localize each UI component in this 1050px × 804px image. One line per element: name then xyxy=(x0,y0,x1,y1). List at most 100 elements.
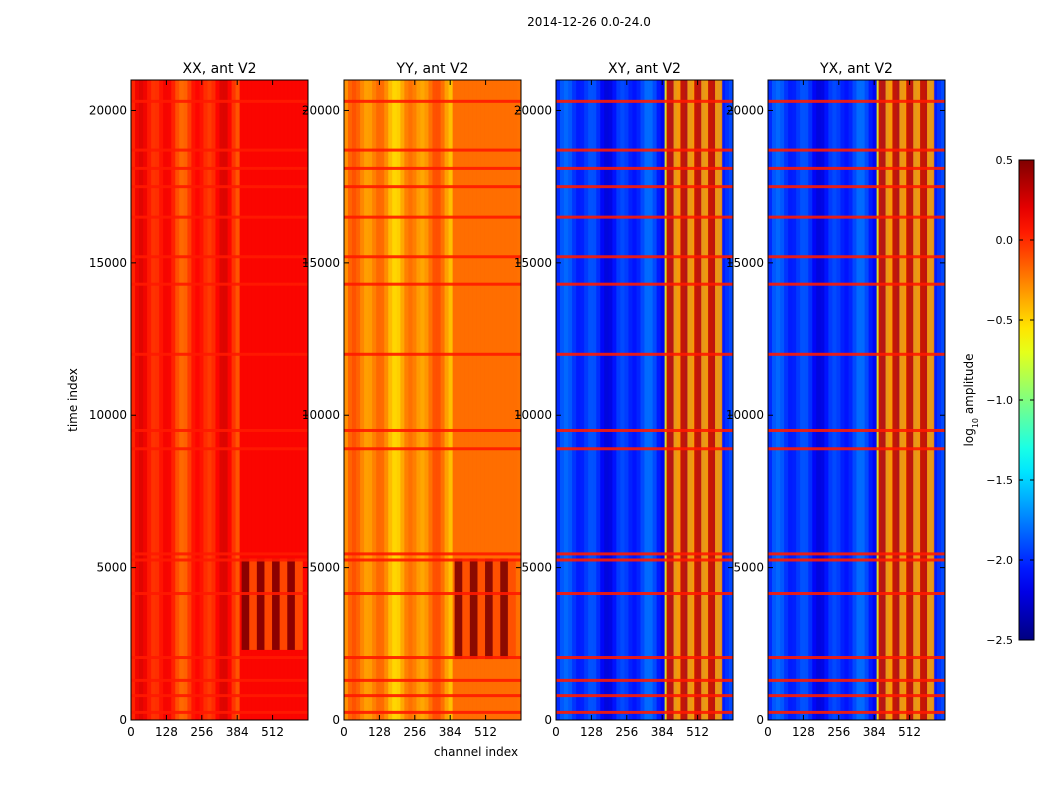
panel-title: YY, ant V2 xyxy=(396,61,469,77)
time-stripe xyxy=(131,428,308,432)
channel-column xyxy=(195,80,200,720)
bright-band-cell xyxy=(708,80,716,720)
y-tick-label: 10000 xyxy=(514,408,552,422)
channel-column xyxy=(796,80,801,720)
channel-column xyxy=(243,80,248,720)
channel-column xyxy=(155,80,160,720)
x-tick-label: 384 xyxy=(226,725,249,739)
colorbar-tick-label: −1.5 xyxy=(986,474,1013,487)
time-stripe xyxy=(344,428,521,432)
time-stripe xyxy=(344,255,521,259)
channel-column xyxy=(476,80,482,720)
bright-band-cell xyxy=(264,558,273,650)
channel-column xyxy=(167,80,172,720)
panel-4: YX, ant V2 0 128 256 384 512 0 5000 10000 15000 20… xyxy=(726,61,946,739)
channel-column xyxy=(436,80,441,720)
bright-band-cell xyxy=(906,80,914,720)
x-tick-label: 0 xyxy=(764,725,772,739)
y-tick-label: 20000 xyxy=(726,103,764,117)
time-stripe xyxy=(768,694,945,698)
x-tick-label: 384 xyxy=(651,725,674,739)
bright-band-cell xyxy=(892,80,900,720)
channel-column xyxy=(420,80,425,720)
y-tick-label: 5000 xyxy=(96,561,127,575)
time-stripe xyxy=(556,710,733,714)
time-stripe xyxy=(131,447,308,451)
y-tick-label: 20000 xyxy=(89,103,127,117)
channel-column xyxy=(800,80,805,720)
channel-column xyxy=(348,80,353,720)
channel-column xyxy=(852,80,857,720)
time-stripe xyxy=(768,282,945,286)
channel-column xyxy=(592,80,597,720)
channel-column xyxy=(408,80,413,720)
channel-column xyxy=(147,80,152,720)
channel-column xyxy=(376,80,381,720)
channel-column xyxy=(227,80,232,720)
bright-band-cell xyxy=(885,80,893,720)
channel-column xyxy=(456,80,461,720)
time-stripe xyxy=(131,592,308,596)
time-stripe xyxy=(556,282,733,286)
time-stripe xyxy=(344,282,521,286)
time-stripe xyxy=(344,678,521,682)
channel-column xyxy=(364,80,369,720)
channel-column xyxy=(516,80,522,720)
bright-band-cell xyxy=(680,80,688,720)
channel-column xyxy=(223,80,228,720)
channel-column xyxy=(207,80,212,720)
x-tick-label: 0 xyxy=(552,725,560,739)
channel-column xyxy=(784,80,789,720)
x-tick-label: 128 xyxy=(580,725,603,739)
channel-column xyxy=(772,80,777,720)
time-stripe xyxy=(131,552,308,556)
channel-column xyxy=(648,80,653,720)
channel-column xyxy=(656,80,661,720)
channel-column xyxy=(652,80,657,720)
channel-column xyxy=(828,80,833,720)
figure-suptitle: 2014-12-26 0.0-24.0 xyxy=(527,15,651,29)
channel-column xyxy=(872,80,877,720)
channel-column xyxy=(484,80,490,720)
channel-column xyxy=(135,80,140,720)
channel-column xyxy=(163,80,168,720)
bright-band-cell xyxy=(279,558,288,650)
panel-title: YX, ant V2 xyxy=(819,61,893,77)
channel-column xyxy=(724,80,730,720)
channel-column xyxy=(199,80,204,720)
channel-column xyxy=(287,80,293,720)
channel-column xyxy=(283,80,289,720)
bright-band-cell xyxy=(477,558,486,660)
channel-column xyxy=(267,80,273,720)
channel-column xyxy=(263,80,269,720)
channel-column xyxy=(299,80,305,720)
x-tick-label: 256 xyxy=(827,725,850,739)
channel-column xyxy=(816,80,821,720)
time-stripe xyxy=(131,185,308,189)
channel-column xyxy=(644,80,649,720)
channel-column xyxy=(183,80,188,720)
channel-column xyxy=(404,80,409,720)
channel-column xyxy=(231,80,236,720)
colorbar-label-sub: 10 xyxy=(971,418,980,428)
time-stripe xyxy=(556,552,733,556)
bright-band-cell xyxy=(294,558,303,650)
channel-column xyxy=(860,80,865,720)
bright-band-cell xyxy=(500,558,509,660)
channel-column xyxy=(584,80,589,720)
channel-column xyxy=(247,80,252,720)
time-stripe xyxy=(344,558,521,562)
y-tick-label: 15000 xyxy=(302,256,340,270)
channel-column xyxy=(564,80,569,720)
time-stripe xyxy=(768,678,945,682)
colorbar-label-rest: amplitude xyxy=(962,354,976,418)
channel-column xyxy=(936,80,942,720)
time-stripe xyxy=(131,656,308,660)
channel-column xyxy=(203,80,208,720)
channel-column xyxy=(616,80,621,720)
x-tick-label: 256 xyxy=(403,725,426,739)
time-stripe xyxy=(556,656,733,660)
x-tick-label: 256 xyxy=(190,725,213,739)
